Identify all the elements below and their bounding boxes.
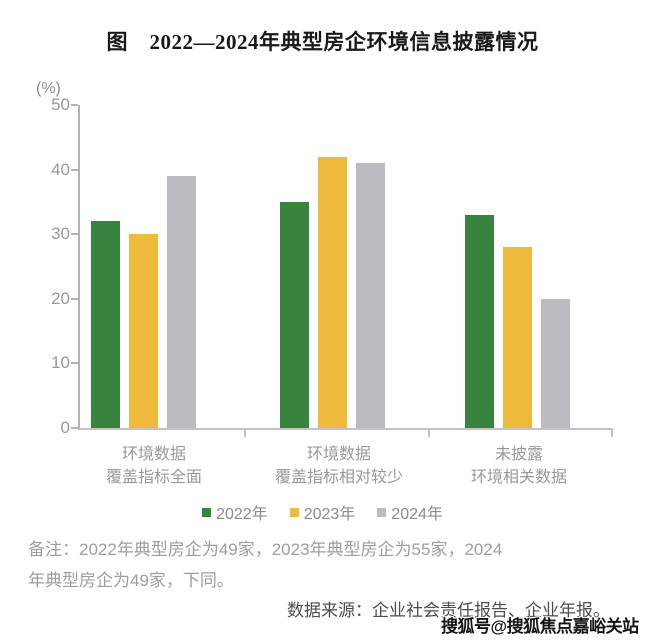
- y-axis-unit-label: (%): [36, 80, 61, 97]
- bar-2024年-group3: [541, 298, 570, 428]
- bar-2023年-group3: [503, 247, 532, 428]
- legend-item-2024年: 2024年: [377, 500, 443, 524]
- y-tick-mark: [71, 362, 78, 365]
- category-label-3: 未披露 环境相关数据: [419, 443, 619, 489]
- note: 备注：2022年典型房企为49家，2023年典型房企为55家，2024 年典型房…: [28, 534, 628, 596]
- legend-item-2022年: 2022年: [202, 500, 268, 524]
- x-tick-mark: [611, 428, 613, 437]
- source-line: 数据来源：企业社会责任报告、企业年报。: [287, 601, 610, 620]
- y-tick-label-20: 20: [51, 288, 70, 308]
- legend-swatch-icon: [202, 507, 212, 517]
- category-label-line: 环境数据: [306, 446, 371, 463]
- legend-label: 2024年: [391, 506, 443, 523]
- y-tick-label-50: 50: [51, 95, 70, 114]
- y-tick-label-30: 30: [51, 224, 70, 244]
- category-label-line: 覆盖指标相对较少: [274, 469, 403, 486]
- bar-2022年-group1: [91, 221, 120, 428]
- category-label-1: 环境数据覆盖指标全面: [54, 443, 254, 489]
- y-tick-label-10: 10: [51, 353, 70, 373]
- legend-swatch-icon: [377, 507, 387, 517]
- legend-item-2023年: 2023年: [289, 500, 356, 524]
- x-axis-labels: 环境数据 覆盖指标全面 环境数据 覆盖指标相对较少 未披露 环境相关数据: [0, 443, 645, 491]
- y-tick-mark: [71, 297, 78, 300]
- legend: 2022年 2023年 2024年: [0, 500, 645, 524]
- category-label-line: 未披露: [494, 446, 543, 463]
- x-tick-mark: [428, 428, 430, 437]
- category-label-line: 环境相关数据: [470, 469, 567, 486]
- y-tick-label-40: 40: [51, 159, 70, 179]
- note-line-1: 备注：2022年典型房企为49家，2023年典型房企为55家，2024: [28, 540, 503, 559]
- note-line-2: 年典型房企为49家，下同。: [28, 571, 234, 590]
- y-tick-mark: [71, 168, 78, 171]
- category-label-2: 环境数据覆盖指标相对较少: [239, 443, 439, 489]
- legend-swatch-icon: [289, 507, 299, 517]
- bar-2022年-group3: [465, 214, 494, 428]
- legend-label: 2022年: [216, 506, 268, 523]
- bar-2023年-group2: [318, 156, 347, 428]
- category-label-line: 覆盖指标全面: [105, 469, 202, 486]
- y-tick-mark: [71, 104, 78, 106]
- bar-2023年-group1: [129, 234, 158, 428]
- bar-2022年-group2: [280, 201, 309, 428]
- plot-area: 0 10 20 30 40 50: [51, 95, 613, 437]
- y-tick-label-0: 0: [60, 418, 70, 437]
- x-tick-mark: [244, 428, 246, 437]
- bar-2024年-group2: [356, 163, 385, 428]
- chart-title: 图 2022—2024年典型房企环境信息披露情况: [106, 30, 539, 54]
- y-tick-mark: [71, 233, 78, 236]
- category-label-line: 环境数据: [121, 446, 186, 463]
- y-tick-mark: [71, 427, 78, 429]
- bar-2024年-group1: [167, 176, 196, 428]
- legend-label: 2023年: [303, 506, 356, 523]
- watermark: 搜狐号@搜狐焦点嘉峪关站: [441, 617, 639, 636]
